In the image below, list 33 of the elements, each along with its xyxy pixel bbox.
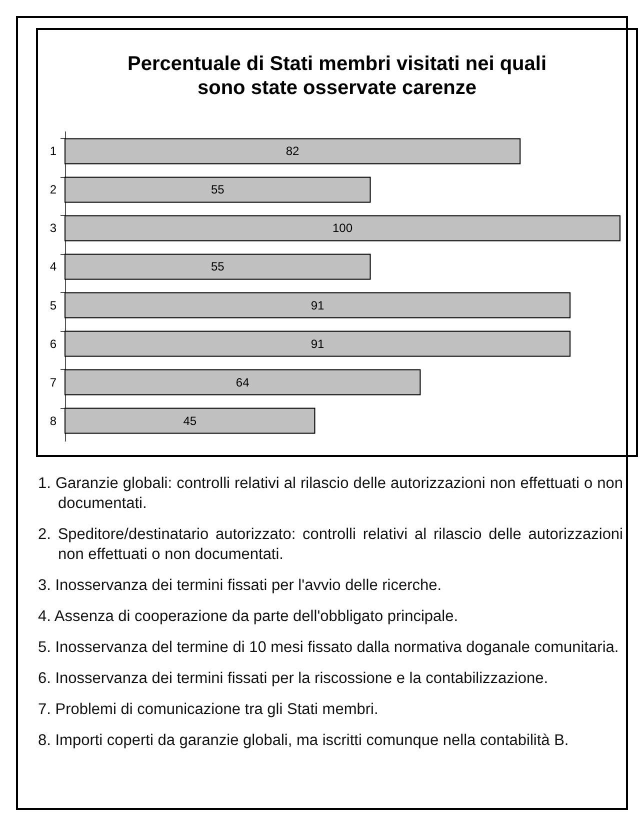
bar: [64, 292, 571, 318]
y-tick-label: 4: [50, 260, 57, 274]
text: 4. Assenza di cooperazione da parte dell'obbligato principale.: [38, 607, 460, 627]
y-tick-label: 3: [50, 221, 57, 236]
bar: [64, 176, 371, 203]
y-tick-label: 7: [50, 375, 57, 390]
text: 7. Problemi di comunicazione tra gli Stati membri.: [38, 700, 380, 720]
text: 2. Speditore/destinatario autorizzato: controlli relativi al rilascio delle autorizzazioni non effettuati o non documentati.: [38, 525, 623, 565]
text: 5. Inosservanza del termine di 10 mesi fissato dalla normativa doganale comunitaria.: [38, 638, 620, 658]
bar: [64, 138, 521, 164]
data-label: 91: [310, 336, 325, 351]
data-label: 64: [236, 375, 250, 390]
y-tick-label: 8: [50, 414, 57, 428]
data-label: 55: [210, 182, 225, 197]
y-tick-label: 6: [50, 336, 57, 351]
data-label: 100: [332, 221, 353, 236]
data-label: 82: [286, 144, 300, 158]
text: 6. Inosservanza dei termini fissati per la riscossione e la contabilizzazione.: [38, 669, 550, 689]
bar: [64, 330, 571, 357]
data-label: 91: [310, 298, 325, 312]
text: 8. Importi coperti da garanzie globali, ma iscritti comunque nella contabilità B.: [38, 731, 570, 751]
bar: [64, 408, 316, 434]
data-label: 45: [183, 414, 197, 428]
chart-title: Percentuale di Stati membri visitati nei quali sono state osservate carenze: [127, 52, 547, 100]
y-tick-label: 5: [50, 298, 57, 312]
y-tick-label: 2: [50, 182, 57, 197]
y-tick-label: 1: [50, 144, 57, 158]
text: 1. Garanzie globali: controlli relativi al rilascio delle autorizzazioni non effettuati o non documentati.: [38, 474, 623, 514]
data-label: 55: [210, 260, 225, 274]
text: 3. Inosservanza dei termini fissati per l'avvio delle ricerche.: [38, 576, 443, 596]
bar: [64, 369, 421, 396]
bar: [64, 254, 371, 280]
bar: [64, 215, 620, 242]
